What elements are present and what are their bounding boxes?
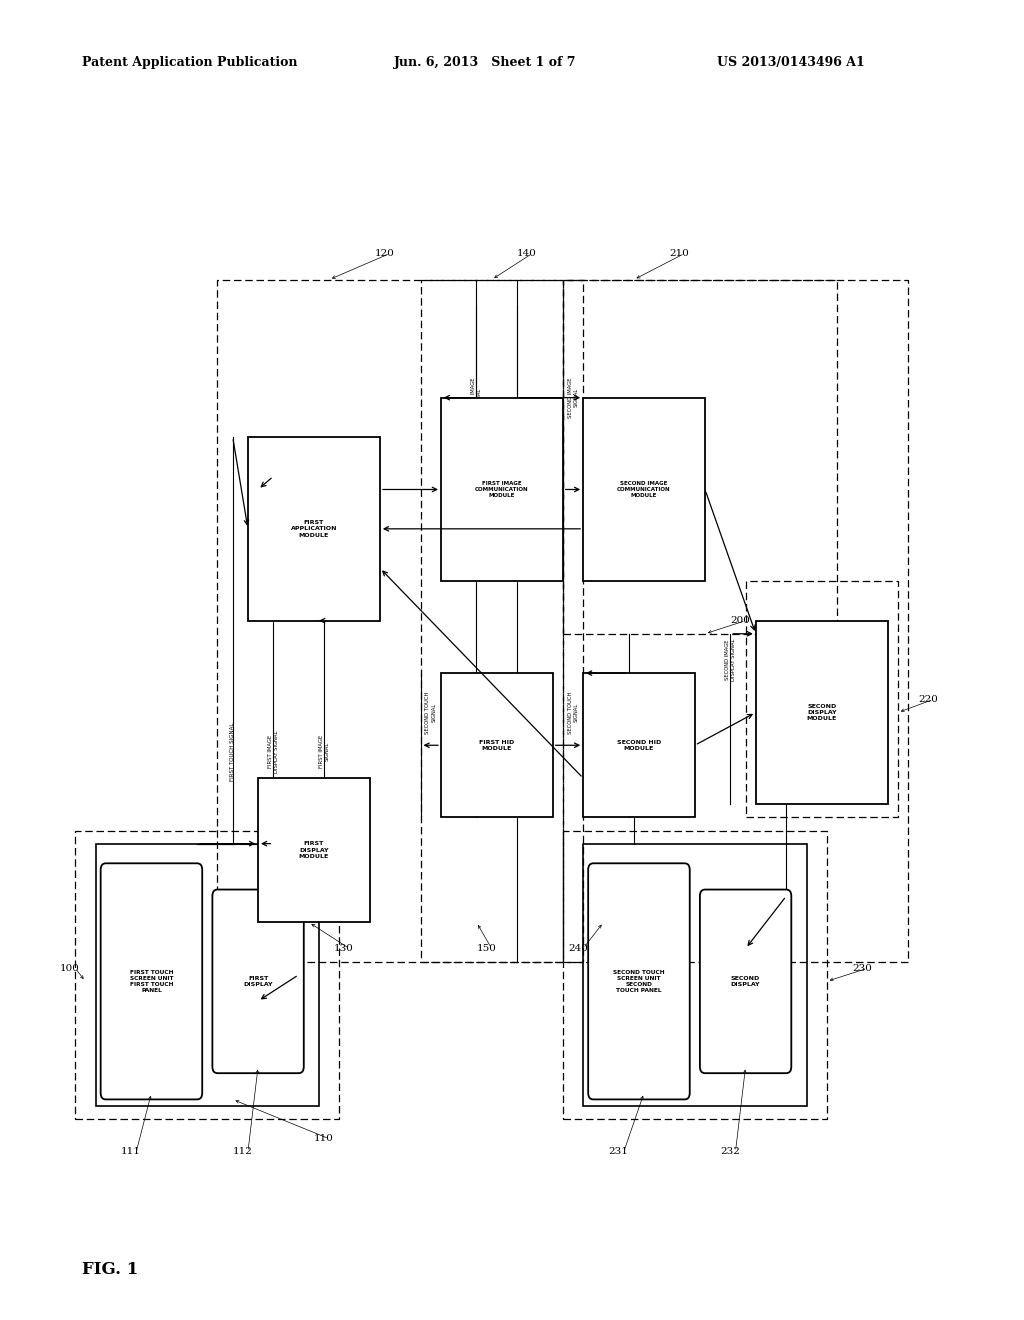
Text: FIRST IMAGE
SIGNAL: FIRST IMAGE SIGNAL <box>318 735 330 768</box>
Text: 130: 130 <box>334 944 354 953</box>
FancyBboxPatch shape <box>212 890 304 1073</box>
Bar <box>563 830 826 1119</box>
Text: FIRST TOUCH
SCREEN UNIT
FIRST TOUCH
PANEL: FIRST TOUCH SCREEN UNIT FIRST TOUCH PANE… <box>130 970 173 993</box>
FancyBboxPatch shape <box>100 863 202 1100</box>
Bar <box>441 673 553 817</box>
Text: 231: 231 <box>608 1147 629 1156</box>
Bar <box>421 280 583 962</box>
Bar <box>583 843 807 1106</box>
Text: 112: 112 <box>232 1147 253 1156</box>
Text: SECOND IMAGE
COMMUNICATION
MODULE: SECOND IMAGE COMMUNICATION MODULE <box>617 480 671 498</box>
Text: 110: 110 <box>314 1134 334 1143</box>
Text: SECOND TOUCH
SIGNAL: SECOND TOUCH SIGNAL <box>634 928 644 970</box>
Bar <box>75 830 339 1119</box>
FancyBboxPatch shape <box>699 890 792 1073</box>
Text: 200: 200 <box>730 616 751 626</box>
Text: FIG. 1: FIG. 1 <box>82 1262 138 1278</box>
Text: 210: 210 <box>670 249 689 257</box>
Text: SECOND
DISPLAY
MODULE: SECOND DISPLAY MODULE <box>807 704 837 721</box>
Text: SECOND HID
MODULE: SECOND HID MODULE <box>616 739 662 751</box>
Text: FIRST
DISPLAY
MODULE: FIRST DISPLAY MODULE <box>299 841 329 859</box>
Text: 150: 150 <box>476 944 497 953</box>
Text: US 2013/0143496 A1: US 2013/0143496 A1 <box>717 55 864 69</box>
Text: 232: 232 <box>720 1147 740 1156</box>
Text: 230: 230 <box>852 964 872 973</box>
Text: SECOND TOUCH
SIGNAL: SECOND TOUCH SIGNAL <box>567 692 579 734</box>
Bar <box>583 397 705 581</box>
FancyBboxPatch shape <box>588 863 690 1100</box>
Text: SECOND IMAGE
SIGNAL: SECOND IMAGE SIGNAL <box>567 378 579 418</box>
Text: 240: 240 <box>568 944 588 953</box>
Text: FIRST IMAGE
DISPLAY SIGNAL: FIRST IMAGE DISPLAY SIGNAL <box>268 731 279 774</box>
Text: SECOND
DISPLAY: SECOND DISPLAY <box>731 975 761 987</box>
Bar <box>583 673 695 817</box>
Text: FIRST IMAGE
COMMUNICATION
MODULE: FIRST IMAGE COMMUNICATION MODULE <box>475 480 528 498</box>
Text: FIRST
APPLICATION
MODULE: FIRST APPLICATION MODULE <box>291 520 337 537</box>
Bar <box>217 280 563 962</box>
Text: Patent Application Publication: Patent Application Publication <box>82 55 297 69</box>
Text: 120: 120 <box>375 249 395 257</box>
Text: SECOND TOUCH
SCREEN UNIT
SECOND
TOUCH PANEL: SECOND TOUCH SCREEN UNIT SECOND TOUCH PA… <box>613 970 665 993</box>
Text: FIRST
DISPLAY: FIRST DISPLAY <box>244 975 272 987</box>
Text: 220: 220 <box>919 694 938 704</box>
Text: FIRST HID
MODULE: FIRST HID MODULE <box>479 739 514 751</box>
Bar <box>95 843 319 1106</box>
Bar <box>441 397 563 581</box>
Bar <box>745 581 898 817</box>
Text: SECOND IMAGE
SIGNAL: SECOND IMAGE SIGNAL <box>471 378 482 418</box>
Bar <box>258 777 370 923</box>
Text: Jun. 6, 2013   Sheet 1 of 7: Jun. 6, 2013 Sheet 1 of 7 <box>394 55 577 69</box>
Text: FIRST TOUCH SIGNAL: FIRST TOUCH SIGNAL <box>230 722 236 781</box>
Bar <box>248 437 380 620</box>
Bar <box>563 280 837 634</box>
Text: SECOND TOUCH
SIGNAL: SECOND TOUCH SIGNAL <box>425 692 436 734</box>
Text: 100: 100 <box>60 964 80 973</box>
Text: 140: 140 <box>517 249 537 257</box>
Bar <box>756 620 888 804</box>
Bar <box>563 280 908 962</box>
Text: SECOND IMAGE
DISPLAY SIGNAL: SECOND IMAGE DISPLAY SIGNAL <box>725 639 736 681</box>
Text: SECOND TOUCH
SIGNAL: SECOND TOUCH SIGNAL <box>624 692 634 734</box>
Text: 111: 111 <box>121 1147 141 1156</box>
